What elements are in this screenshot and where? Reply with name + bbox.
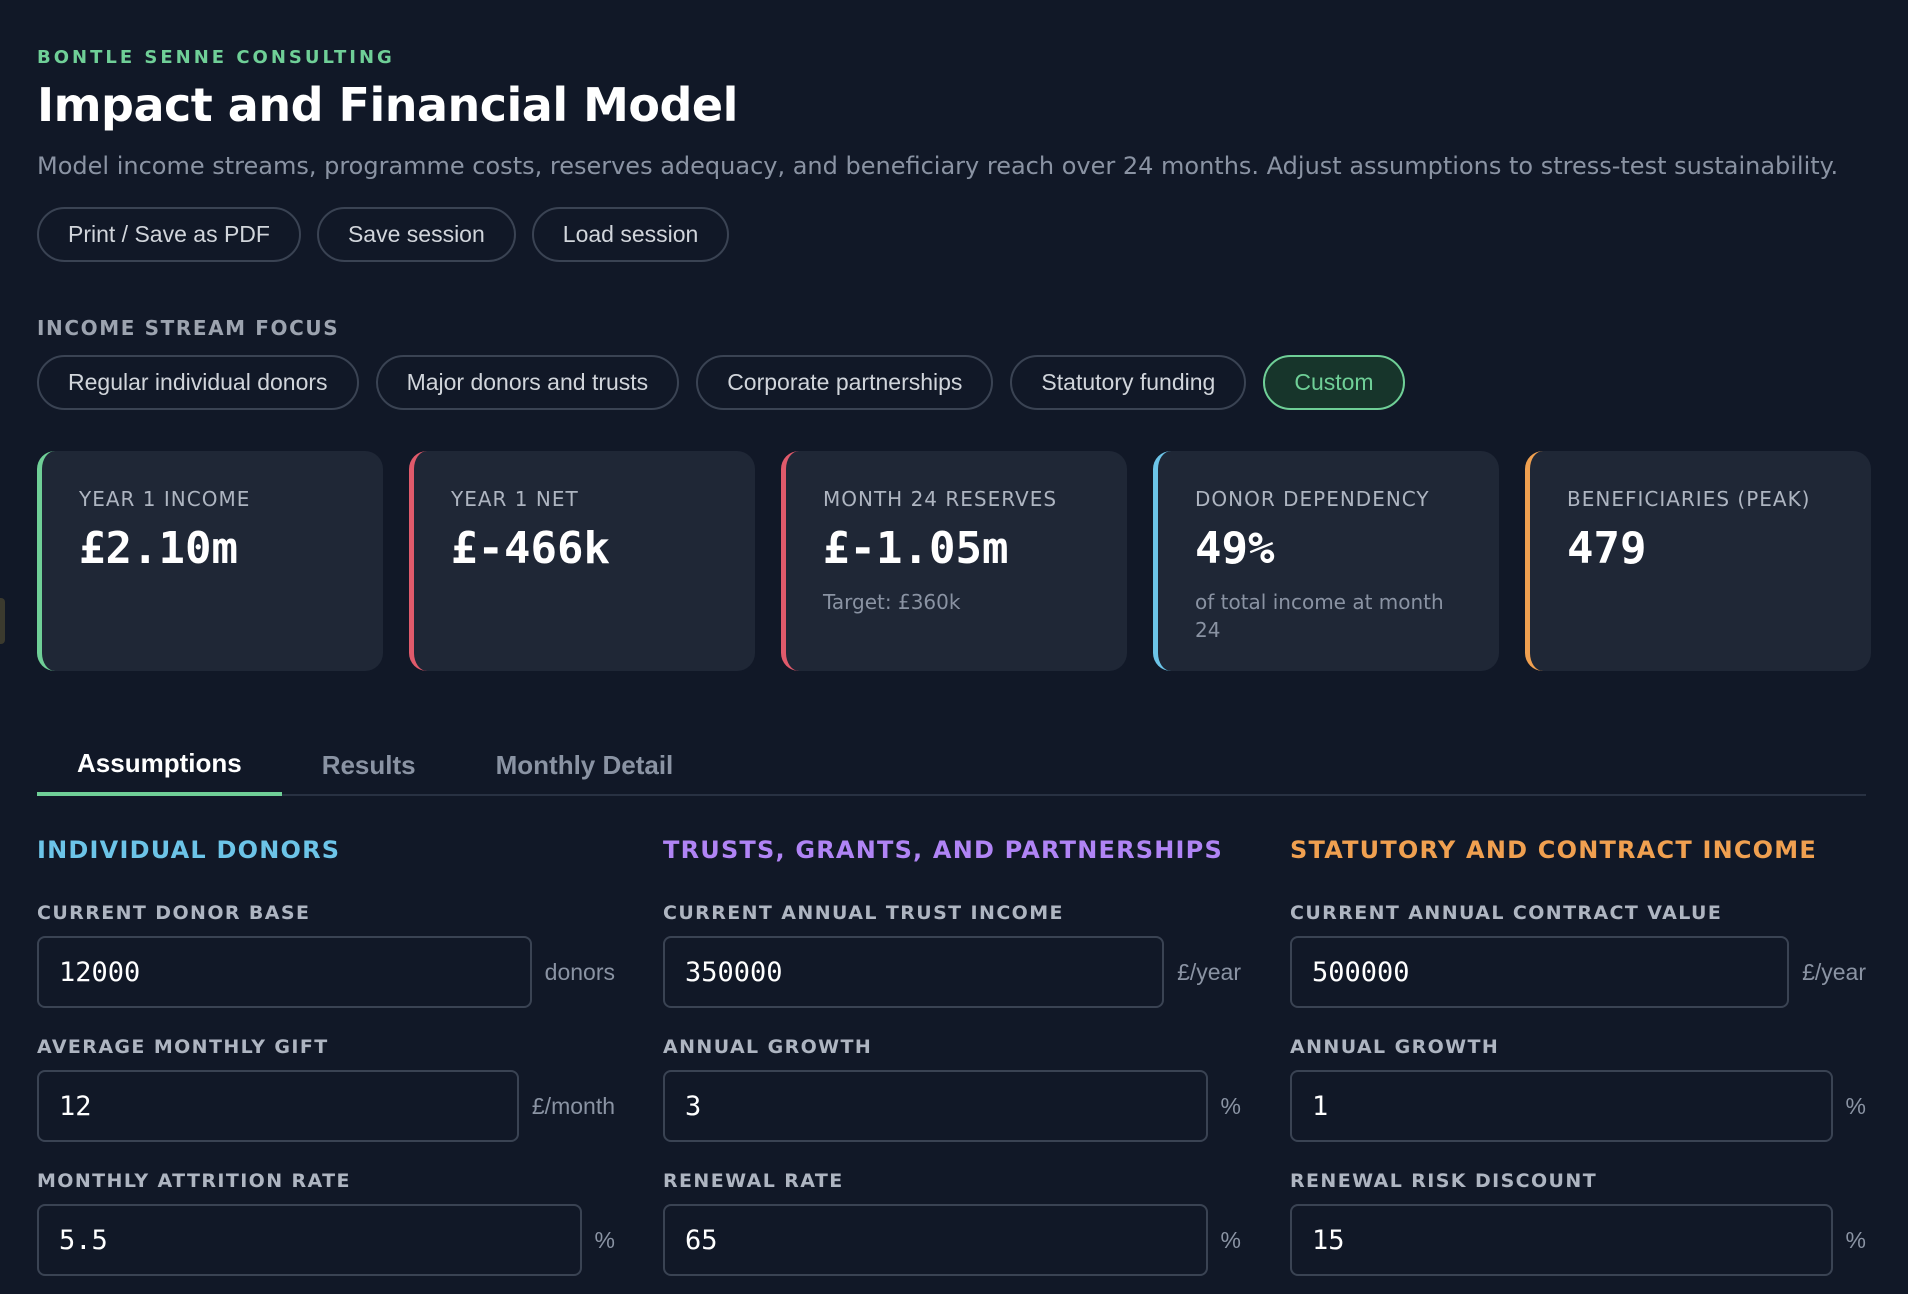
field-unit: £/year: [1802, 958, 1866, 985]
kpi-year1-income: YEAR 1 INCOME £2.10m: [37, 451, 383, 671]
field-unit: donors: [544, 958, 615, 985]
kpi-note: of total income at month 24: [1195, 590, 1444, 642]
income-focus-options: Regular individual donors Major donors a…: [37, 355, 1405, 410]
field-average-monthly-gift: AVERAGE MONTHLY GIFT £/month: [37, 1036, 615, 1142]
field-label: CURRENT ANNUAL CONTRACT VALUE: [1290, 902, 1723, 924]
field-trust-annual-growth: ANNUAL GROWTH %: [663, 1036, 1241, 1142]
income-focus-label: INCOME STREAM FOCUS: [37, 316, 340, 340]
trust-growth-input[interactable]: [663, 1070, 1208, 1142]
contract-growth-input[interactable]: [1290, 1070, 1833, 1142]
field-renewal-rate: RENEWAL RATE %: [663, 1170, 1241, 1276]
field-label: RENEWAL RATE: [663, 1170, 844, 1192]
brand-name: BONTLE SENNE CONSULTING: [37, 47, 395, 68]
trust-income-input[interactable]: [663, 936, 1165, 1008]
field-unit: %: [1845, 1226, 1866, 1253]
risk-discount-input[interactable]: [1290, 1204, 1833, 1276]
load-session-button[interactable]: Load session: [531, 207, 730, 262]
field-renewal-risk-discount: RENEWAL RISK DISCOUNT %: [1290, 1170, 1866, 1276]
field-unit: £/month: [531, 1092, 615, 1119]
kpi-cards: YEAR 1 INCOME £2.10m YEAR 1 NET £-466k M…: [37, 451, 1871, 671]
field-unit: £/year: [1177, 958, 1241, 985]
donor-base-input[interactable]: [37, 936, 532, 1008]
kpi-value: £-1.05m: [823, 523, 1009, 574]
field-unit: %: [594, 1226, 615, 1253]
section-title: INDIVIDUAL DONORS: [37, 836, 341, 864]
kpi-label: YEAR 1 NET: [451, 487, 579, 511]
field-label: CURRENT DONOR BASE: [37, 902, 311, 924]
field-label: CURRENT ANNUAL TRUST INCOME: [663, 902, 1064, 924]
focus-corporate-partnerships[interactable]: Corporate partnerships: [696, 355, 994, 410]
trusts-grants-section: TRUSTS, GRANTS, AND PARTNERSHIPS CURRENT…: [663, 836, 1241, 1276]
session-actions: Print / Save as PDF Save session Load se…: [37, 207, 730, 262]
field-label: AVERAGE MONTHLY GIFT: [37, 1036, 329, 1058]
monthly-gift-input[interactable]: [37, 1070, 519, 1142]
kpi-value: £-466k: [451, 523, 610, 574]
focus-custom[interactable]: Custom: [1263, 355, 1405, 410]
field-label: ANNUAL GROWTH: [663, 1036, 873, 1058]
kpi-label: DONOR DEPENDENCY: [1195, 487, 1430, 511]
view-tabs: Assumptions Results Monthly Detail: [37, 735, 1866, 796]
field-monthly-attrition-rate: MONTHLY ATTRITION RATE %: [37, 1170, 615, 1276]
tab-assumptions[interactable]: Assumptions: [37, 735, 282, 796]
field-annual-trust-income: CURRENT ANNUAL TRUST INCOME £/year: [663, 902, 1241, 1008]
focus-major-donors[interactable]: Major donors and trusts: [375, 355, 680, 410]
individual-donors-section: INDIVIDUAL DONORS CURRENT DONOR BASE don…: [37, 836, 615, 1276]
statutory-contract-section: STATUTORY AND CONTRACT INCOME CURRENT AN…: [1290, 836, 1866, 1276]
field-label: RENEWAL RISK DISCOUNT: [1290, 1170, 1598, 1192]
focus-statutory-funding[interactable]: Statutory funding: [1010, 355, 1247, 410]
contract-value-input[interactable]: [1290, 936, 1790, 1008]
page-subtitle: Model income streams, programme costs, r…: [37, 152, 1839, 180]
attrition-rate-input[interactable]: [37, 1204, 582, 1276]
field-label: ANNUAL GROWTH: [1290, 1036, 1500, 1058]
kpi-label: MONTH 24 RESERVES: [823, 487, 1058, 511]
kpi-label: BENEFICIARIES (PEAK): [1567, 487, 1811, 511]
focus-regular-donors[interactable]: Regular individual donors: [37, 355, 359, 410]
field-annual-contract-value: CURRENT ANNUAL CONTRACT VALUE £/year: [1290, 902, 1866, 1008]
kpi-beneficiaries-peak: BENEFICIARIES (PEAK) 479: [1525, 451, 1871, 671]
field-label: MONTHLY ATTRITION RATE: [37, 1170, 351, 1192]
save-session-button[interactable]: Save session: [316, 207, 516, 262]
kpi-note: Target: £360k: [823, 590, 961, 614]
kpi-value: 479: [1567, 523, 1647, 574]
kpi-value: 49%: [1195, 523, 1275, 574]
kpi-month24-reserves: MONTH 24 RESERVES £-1.05m Target: £360k: [781, 451, 1127, 671]
field-current-donor-base: CURRENT DONOR BASE donors: [37, 902, 615, 1008]
field-unit: %: [1220, 1092, 1241, 1119]
kpi-label: YEAR 1 INCOME: [79, 487, 251, 511]
tab-monthly-detail[interactable]: Monthly Detail: [495, 750, 674, 780]
field-unit: %: [1845, 1092, 1866, 1119]
print-pdf-button[interactable]: Print / Save as PDF: [37, 207, 301, 262]
field-unit: %: [1220, 1226, 1241, 1253]
tab-results[interactable]: Results: [321, 750, 416, 780]
page-title: Impact and Financial Model: [37, 78, 738, 132]
section-title: TRUSTS, GRANTS, AND PARTNERSHIPS: [663, 836, 1223, 864]
renewal-rate-input[interactable]: [663, 1204, 1208, 1276]
side-panel-handle[interactable]: [0, 598, 5, 644]
section-title: STATUTORY AND CONTRACT INCOME: [1290, 836, 1817, 864]
field-contract-annual-growth: ANNUAL GROWTH %: [1290, 1036, 1866, 1142]
kpi-value: £2.10m: [79, 523, 238, 574]
kpi-donor-dependency: DONOR DEPENDENCY 49% of total income at …: [1153, 451, 1499, 671]
kpi-year1-net: YEAR 1 NET £-466k: [409, 451, 755, 671]
